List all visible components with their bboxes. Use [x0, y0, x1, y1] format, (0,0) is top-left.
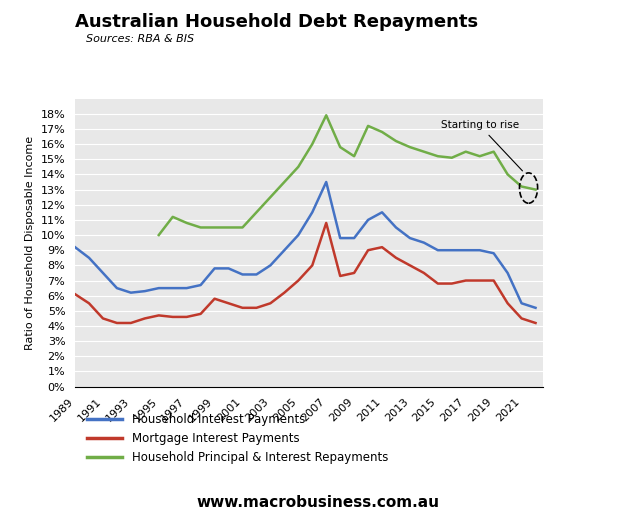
Text: www.macrobusiness.com.au: www.macrobusiness.com.au [197, 495, 439, 510]
Text: Sources: RBA & BIS: Sources: RBA & BIS [86, 34, 194, 44]
Text: Australian Household Debt Repayments: Australian Household Debt Repayments [75, 13, 478, 31]
Text: MACRO: MACRO [518, 25, 586, 43]
Y-axis label: Ratio of Household Disposable Income: Ratio of Household Disposable Income [25, 135, 35, 350]
Text: BUSINESS: BUSINESS [513, 56, 590, 69]
Text: Starting to rise: Starting to rise [441, 120, 522, 171]
Legend: Household Interest Payments, Mortgage Interest Payments, Household Principal & I: Household Interest Payments, Mortgage In… [82, 409, 393, 469]
